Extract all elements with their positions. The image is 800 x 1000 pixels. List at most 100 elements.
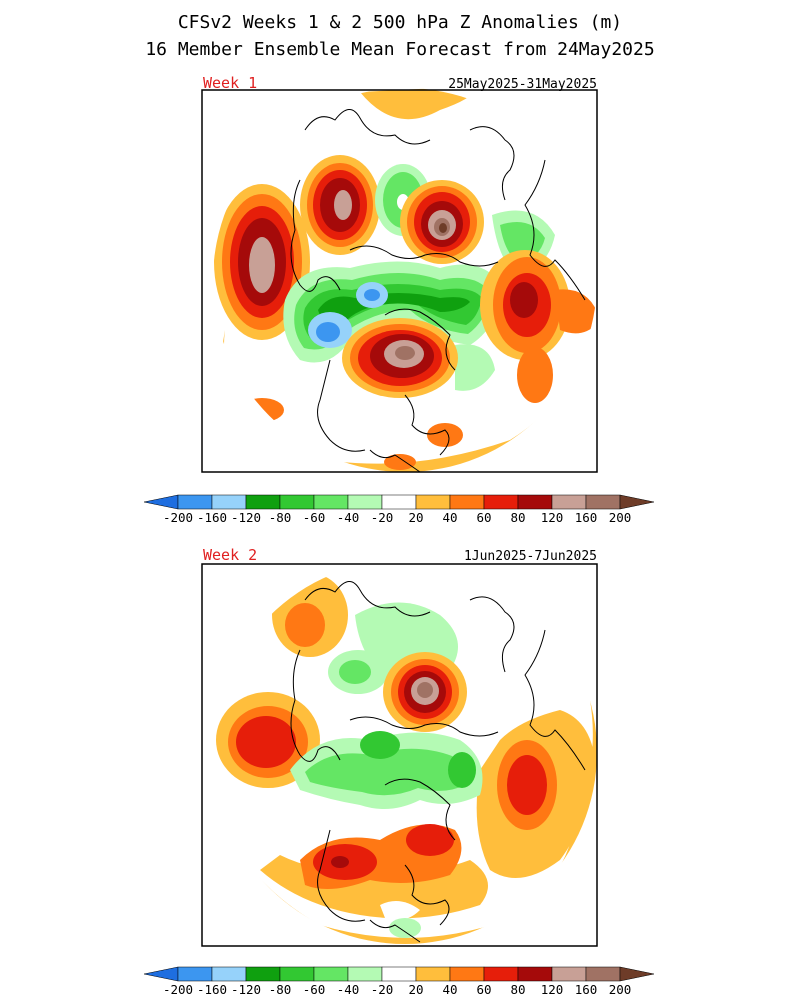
colorbar-swatch	[517, 966, 553, 982]
colorbar-swatch	[483, 966, 519, 982]
colorbar-swatch	[381, 494, 417, 510]
positive-anomaly	[406, 824, 454, 856]
colorbar-tick-label: -120	[231, 510, 261, 525]
colorbar-tick-label: 80	[510, 982, 525, 997]
colorbar-tick-label: 40	[442, 510, 457, 525]
coastlines	[217, 581, 586, 943]
colorbar-tick-label: 40	[442, 982, 457, 997]
colorbar-arrow-left	[143, 966, 179, 982]
map-frame	[201, 89, 598, 473]
colorbar-swatch	[279, 966, 315, 982]
positive-anomaly-peak	[507, 755, 547, 815]
positive-anomaly-peak	[417, 682, 433, 698]
colorbar-tick-label: 60	[476, 510, 491, 525]
map-frame	[201, 563, 598, 947]
colorbar-week-1: -200 -160 -120 -80 -60 -40 -20 20 40 60 80 120 160 20…	[143, 494, 655, 525]
panel-week-2: Week 2 1Jun2025-7Jun2025	[201, 546, 598, 947]
colorbar-tick-label: 20	[408, 982, 423, 997]
negative-anomaly	[305, 748, 467, 796]
colorbar-swatch	[551, 966, 587, 982]
negative-anomaly	[455, 344, 495, 391]
colorbar-tick-label: -40	[337, 982, 360, 997]
date-range-label: 1Jun2025-7Jun2025	[464, 549, 597, 564]
colorbar-swatch	[381, 966, 417, 982]
negative-anomaly	[360, 731, 400, 759]
date-range-label: 25May2025-31May2025	[448, 77, 597, 92]
negative-anomaly	[448, 752, 476, 788]
colorbar-swatch	[211, 494, 247, 510]
neutral-area	[315, 419, 400, 446]
positive-anomaly	[240, 398, 284, 422]
colorbar-tick-label: 20	[408, 510, 423, 525]
negative-anomaly-core	[364, 289, 380, 301]
negative-anomaly	[389, 918, 421, 938]
colorbar-swatch	[517, 494, 553, 510]
colorbar-tick-label: -60	[303, 510, 326, 525]
colorbar-swatch	[585, 966, 621, 982]
colorbar-tick-label: -60	[303, 982, 326, 997]
colorbar-swatch	[211, 966, 247, 982]
colorbar-tick-label: 160	[575, 982, 598, 997]
colorbar-swatch	[245, 966, 281, 982]
colorbar-tick-label: -120	[231, 982, 261, 997]
colorbar-tick-label: -80	[269, 510, 292, 525]
positive-anomaly-peak	[334, 190, 352, 220]
colorbar-swatch	[585, 494, 621, 510]
neutral-area	[380, 901, 420, 921]
colorbar-swatch	[483, 494, 519, 510]
colorbar-swatch	[245, 494, 281, 510]
anomaly-map	[213, 88, 597, 472]
positive-anomaly-peak	[395, 346, 415, 360]
colorbar-swatch	[449, 966, 485, 982]
colorbar-tick-label: 60	[476, 982, 491, 997]
colorbar-tick-label: -20	[371, 982, 394, 997]
positive-anomaly-peak	[510, 282, 538, 318]
colorbar-tick-label: -200	[163, 982, 193, 997]
colorbar-swatch	[551, 494, 587, 510]
colorbar-swatch	[177, 966, 213, 982]
positive-anomaly-peak	[236, 716, 296, 768]
positive-anomaly-peak	[439, 223, 447, 233]
figure-title-line2: 16 Member Ensemble Mean Forecast from 24…	[145, 39, 654, 60]
negative-anomaly-core	[316, 322, 340, 342]
colorbar-arrow-right	[619, 494, 655, 510]
colorbar-tick-label: -160	[197, 982, 227, 997]
colorbar-tick-label: 80	[510, 510, 525, 525]
colorbar-swatch	[313, 494, 349, 510]
week-label: Week 1	[203, 74, 257, 92]
colorbar-tick-label: -200	[163, 510, 193, 525]
colorbar-swatch	[415, 494, 451, 510]
colorbar-swatch	[279, 494, 315, 510]
colorbar-swatch	[415, 966, 451, 982]
colorbar-swatch	[313, 966, 349, 982]
positive-anomaly	[555, 289, 597, 334]
anomaly-map	[213, 560, 597, 944]
colorbar-tick-label: -160	[197, 510, 227, 525]
colorbar-tick-label: -40	[337, 510, 360, 525]
colorbar-tick-label: -80	[269, 982, 292, 997]
positive-anomaly-peak	[331, 856, 349, 868]
colorbar-swatch	[177, 494, 213, 510]
panel-week-1: Week 1 25May2025-31May2025	[201, 74, 598, 473]
colorbar-arrow-left	[143, 494, 179, 510]
positive-anomaly	[384, 454, 416, 470]
negative-anomaly	[339, 660, 371, 684]
positive-anomaly-top	[360, 88, 478, 120]
negative-anomaly	[318, 293, 470, 329]
colorbar-week-2: -200 -160 -120 -80 -60 -40 -20 20 40 60 80 120 160 20…	[143, 966, 655, 997]
colorbar-swatch	[347, 494, 383, 510]
positive-anomaly	[517, 347, 553, 403]
colorbar-tick-label: 200	[609, 982, 632, 997]
positive-anomaly-peak	[249, 237, 275, 293]
colorbar-tick-label: 160	[575, 510, 598, 525]
colorbar-tick-label: 120	[541, 510, 564, 525]
colorbar-tick-label: -20	[371, 510, 394, 525]
colorbar-tick-label: 120	[541, 982, 564, 997]
positive-anomaly	[427, 423, 463, 447]
positive-anomaly	[285, 603, 325, 647]
figure-title-line1: CFSv2 Weeks 1 & 2 500 hPa Z Anomalies (m…	[178, 12, 622, 33]
colorbar-swatch	[347, 966, 383, 982]
week-label: Week 2	[203, 546, 257, 564]
colorbar-arrow-right	[619, 966, 655, 982]
